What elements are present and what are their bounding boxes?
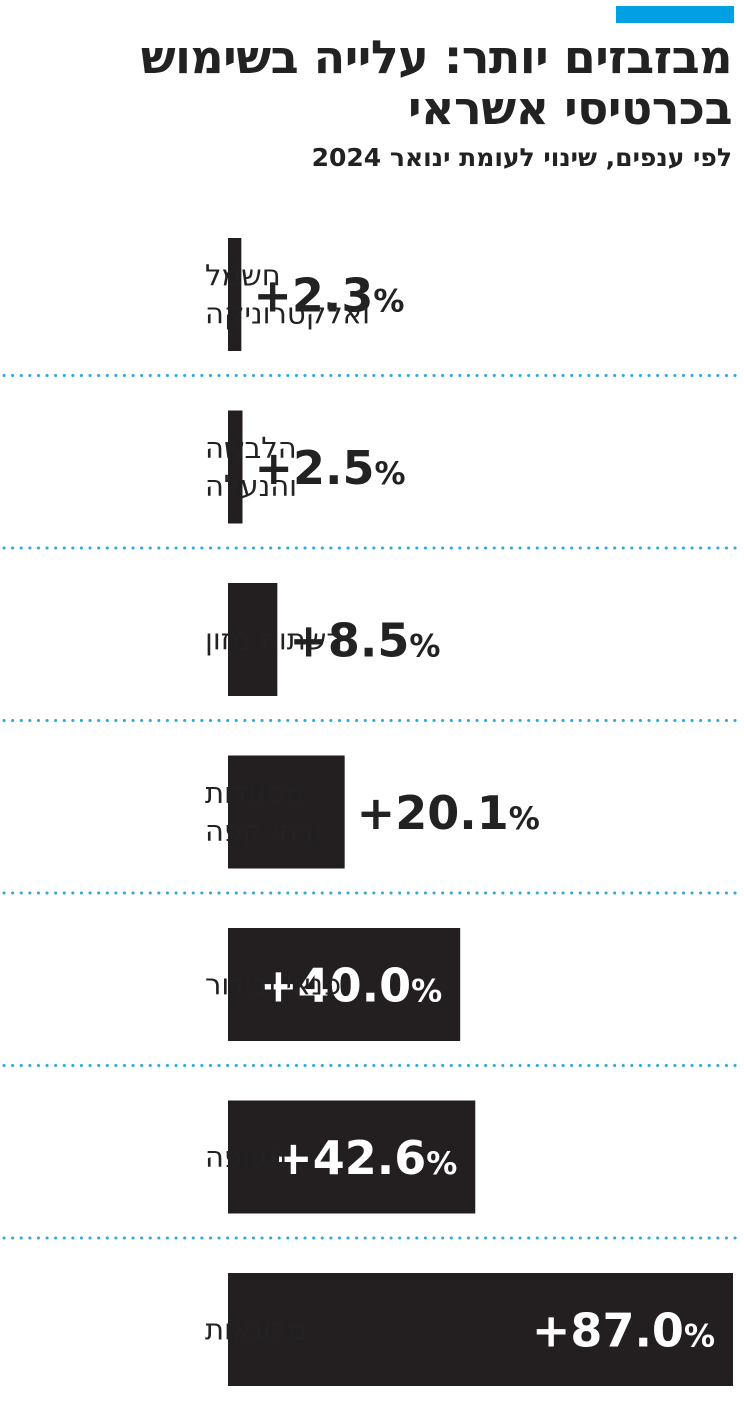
bar	[228, 1100, 476, 1214]
value-label: +40.0%	[259, 959, 442, 1013]
value-label: +42.6%	[274, 1131, 457, 1185]
category-label: רשתות מזון	[205, 623, 343, 657]
value-label: +2.5%	[255, 441, 406, 495]
category-label: מסעדות	[205, 776, 304, 810]
bar	[228, 928, 461, 1041]
category-label: מלונאות	[205, 1313, 307, 1347]
category-label: חשמל	[205, 259, 281, 293]
bar	[228, 583, 278, 696]
category-label: הלבשה	[205, 431, 297, 465]
value-label: +87.0%	[532, 1304, 715, 1358]
value-label: +8.5%	[289, 614, 440, 668]
chart-title: מבזבזים יותר: עלייה בשימוש בכרטיסי אשראי	[140, 30, 733, 135]
chart-subtitle: לפי ענפים, שינוי לעומת ינואר 2024	[311, 143, 732, 172]
value-label: +2.3%	[253, 269, 404, 323]
category-label: תעופה	[205, 1140, 287, 1174]
bar	[228, 755, 345, 869]
bar	[228, 1273, 733, 1386]
bar	[228, 238, 242, 351]
accent-bar	[616, 6, 734, 23]
category-label: ואלקטרוניקה	[205, 297, 370, 331]
category-label: פנאי ובידור	[205, 968, 341, 1002]
category-label: והנעלה	[205, 469, 297, 503]
category-label: ובתי קפה	[205, 814, 322, 848]
bar	[228, 410, 243, 524]
value-label: +20.1%	[357, 786, 540, 840]
